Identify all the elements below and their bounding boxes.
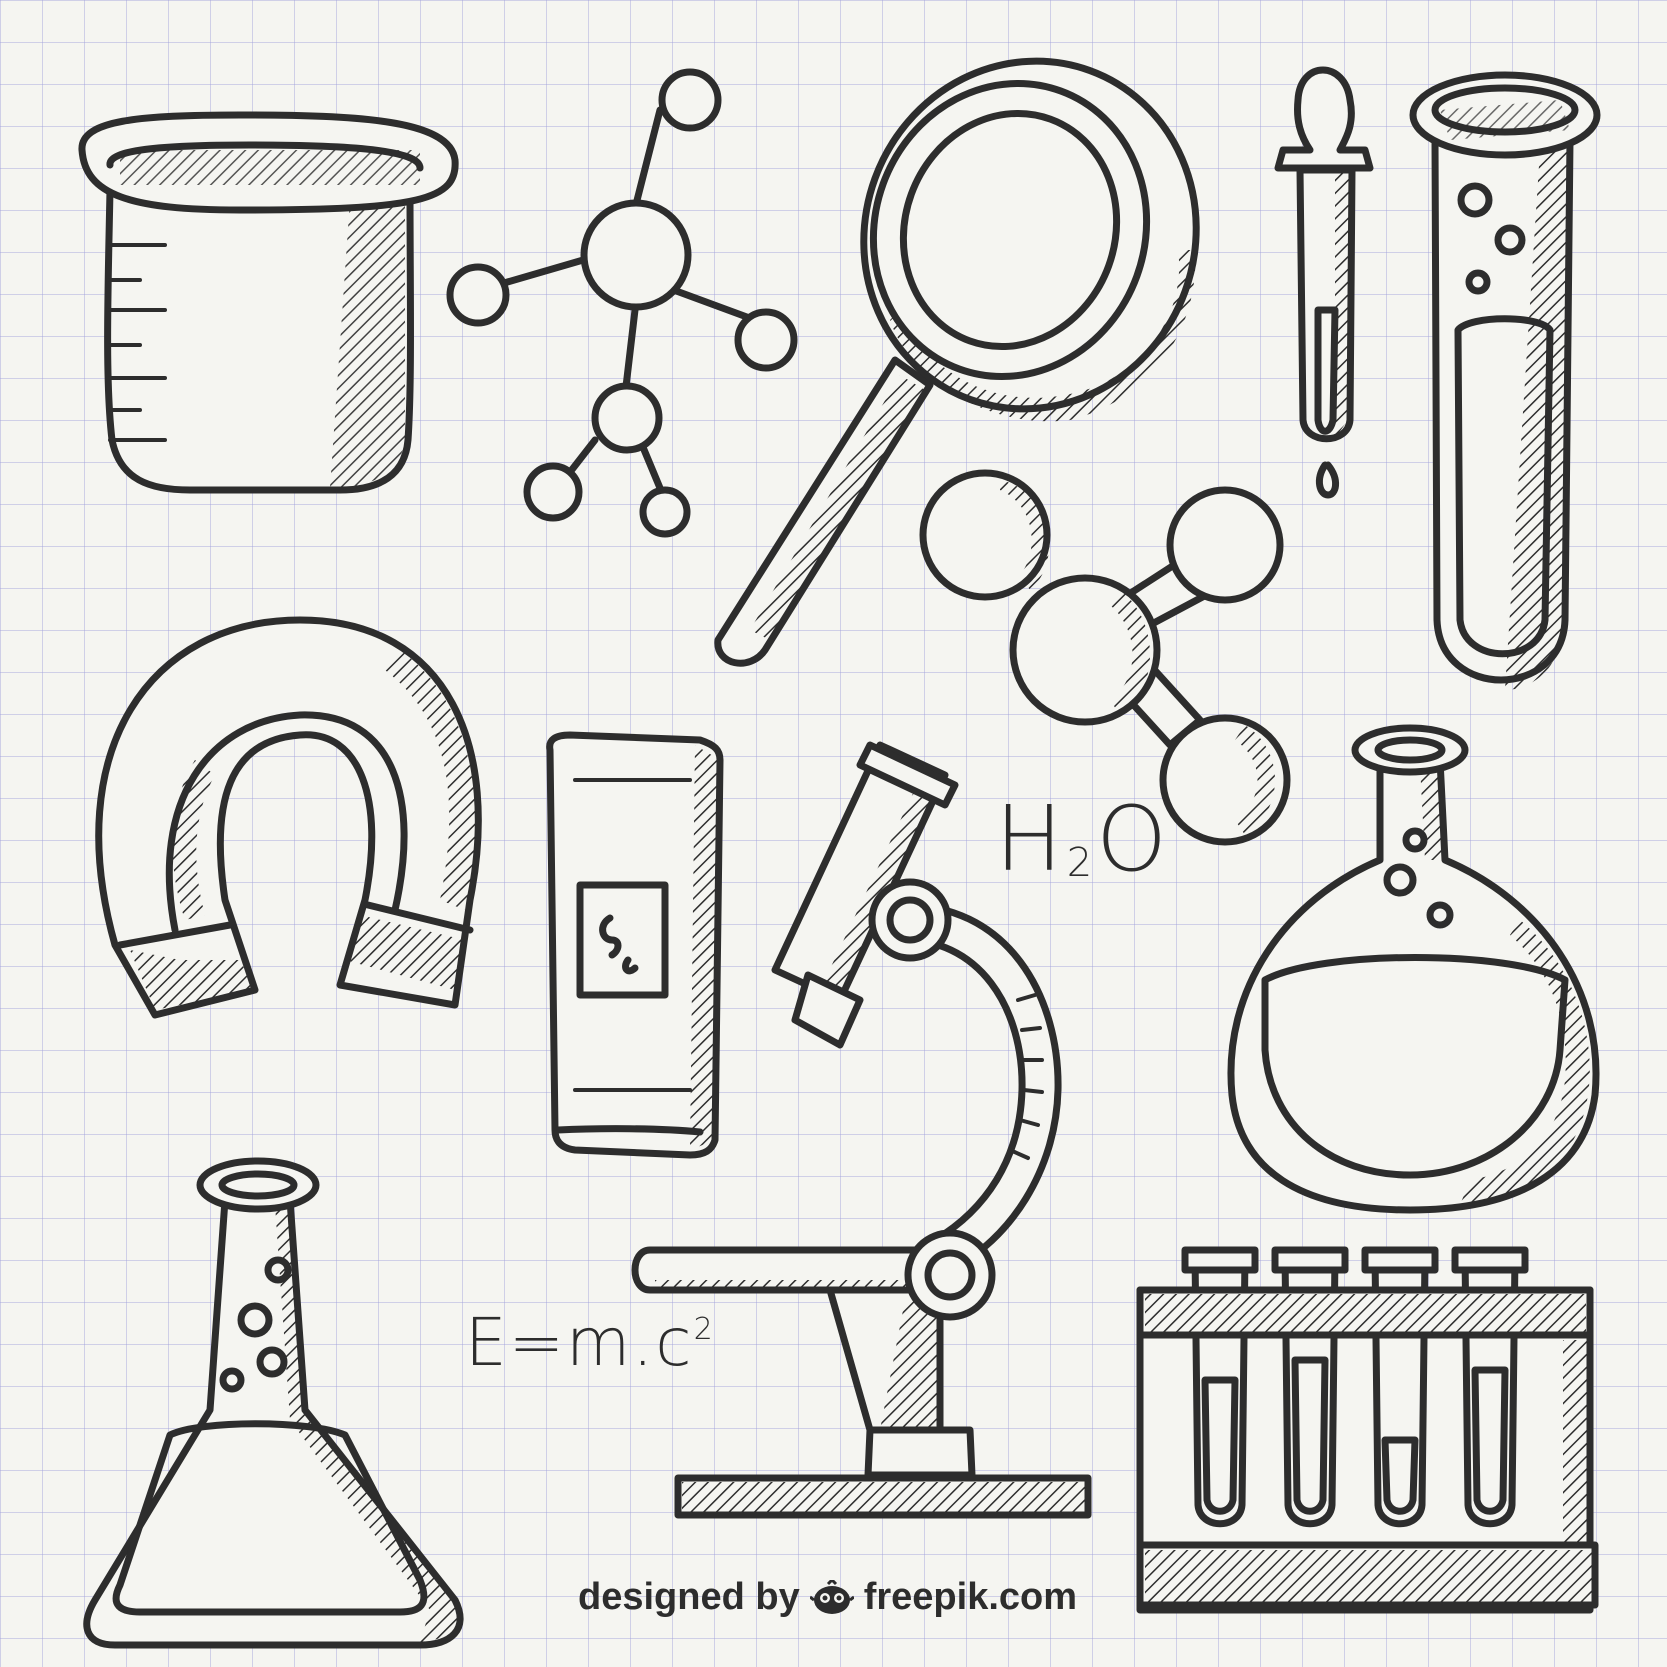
h2o-formula: H2O (995, 795, 1171, 885)
round-flask-icon (1227, 724, 1600, 1214)
beaker-icon (78, 111, 459, 494)
horseshoe-magnet-icon (95, 616, 482, 1019)
emc-main: E=m.c (465, 1304, 694, 1381)
test-tube-rack-icon (1136, 1246, 1599, 1614)
erlenmeyer-flask-icon (83, 1157, 464, 1649)
molecule-model-icon (446, 68, 798, 538)
test-tube-icon (1409, 71, 1601, 690)
emc-exponent: 2 (693, 1312, 715, 1347)
credit-designed-by: designed by (578, 1576, 800, 1618)
emc-formula: E=m.c2 (465, 1310, 715, 1376)
freepik-logo-icon (809, 1579, 854, 1614)
credit-brand[interactable]: freepik.com (863, 1576, 1078, 1618)
h2o-letter-h: H (995, 787, 1067, 892)
h2o-molecule-icon (919, 469, 1291, 846)
credit-line: designed by freepik.com (578, 1576, 1077, 1619)
magnifying-glass-icon (714, 57, 1200, 667)
specimen-slide-icon (546, 731, 724, 1159)
h2o-subscript: 2 (1066, 840, 1097, 886)
dropper-icon (1274, 66, 1374, 499)
h2o-letter-o: O (1096, 787, 1171, 892)
microscope-icon (631, 741, 1092, 1519)
